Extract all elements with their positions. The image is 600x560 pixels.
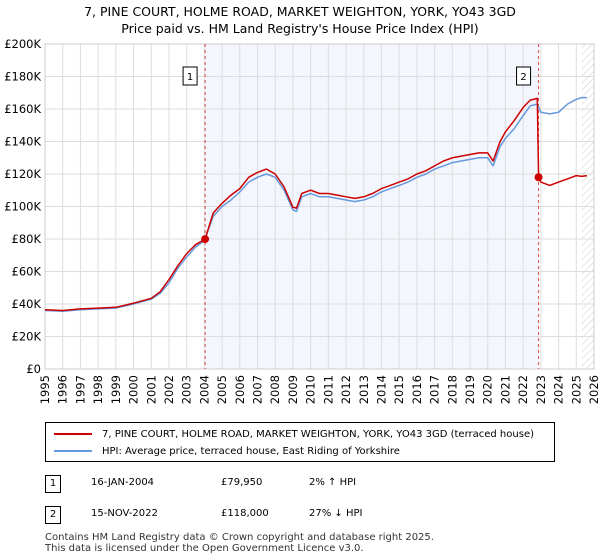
x-tick-label: 2024: [552, 375, 566, 404]
x-tick-label: 2017: [428, 375, 442, 404]
x-tick-label: 2022: [516, 375, 530, 404]
x-tick-label: 2012: [339, 375, 353, 404]
x-tick-label: 2015: [392, 375, 406, 404]
x-tick-label: 2019: [463, 375, 477, 404]
sale-label-text: 1: [187, 72, 193, 83]
x-tick-label: 2009: [286, 375, 300, 404]
x-tick-label: 2021: [498, 375, 512, 404]
price-paid-series-line: [44, 97, 588, 312]
footer-copyright: Contains HM Land Registry data © Crown c…: [45, 532, 434, 543]
x-tick-label: 2006: [233, 375, 247, 404]
y-tick-label: £160K: [4, 102, 41, 116]
x-tick-label: 1999: [109, 375, 123, 404]
sale-price: £79,950: [221, 477, 263, 488]
x-tick-label: 2013: [357, 375, 371, 404]
x-tick-label: 2011: [321, 375, 335, 404]
legend-label-price: 7, PINE COURT, HOLME ROAD, MARKET WEIGHT…: [102, 428, 534, 440]
x-tick-label: 2001: [144, 375, 158, 404]
x-tick-label: 2007: [251, 375, 265, 404]
legend-item-price: 7, PINE COURT, HOLME ROAD, MARKET WEIGHT…: [54, 427, 534, 441]
y-tick-label: £60K: [12, 265, 42, 279]
x-tick-label: 1995: [38, 375, 52, 404]
legend-label-hpi: HPI: Average price, terraced house, East…: [102, 445, 400, 457]
x-tick-label: 2020: [481, 375, 495, 404]
x-tick-label: 2005: [215, 375, 229, 404]
sale-label-box: [182, 66, 198, 86]
legend-swatch-price: [54, 433, 92, 435]
y-tick-label: £40K: [12, 297, 42, 311]
legend-swatch-hpi: [54, 450, 92, 452]
sale-hpi-comparison: 2% ↑ HPI: [309, 477, 357, 488]
chart-subtitle: Price paid vs. HM Land Registry's House …: [121, 21, 479, 36]
x-tick-label: 2023: [534, 375, 548, 404]
legend: 7, PINE COURT, HOLME ROAD, MARKET WEIGHT…: [45, 422, 555, 462]
x-tick-label: 1998: [91, 375, 105, 404]
sale-price: £118,000: [221, 508, 269, 519]
y-tick-label: £200K: [4, 37, 41, 51]
sale-number-badge: 1: [45, 475, 61, 493]
plot-border: [44, 43, 595, 370]
sale-hpi-comparison: 27% ↓ HPI: [309, 508, 363, 519]
x-tick-label: 2026: [587, 375, 600, 404]
y-tick-label: £140K: [4, 135, 41, 149]
sale-label-text: 2: [520, 72, 526, 83]
x-tick-label: 2002: [162, 375, 176, 404]
sale-point: [201, 235, 210, 244]
x-tick-label: 2000: [127, 375, 141, 404]
x-tick-label: 2018: [445, 375, 459, 404]
x-tick-label: 1996: [56, 375, 70, 404]
sale-date: 15-NOV-2022: [91, 508, 158, 519]
y-tick-label: £180K: [4, 70, 41, 84]
x-tick-label: 2010: [304, 375, 318, 404]
price-chart: £0 £20K £40K £60K £80K £100K £120K £140K £160K £1…: [4, 37, 600, 404]
x-tick-label: 2008: [268, 375, 282, 404]
sale-number-badge: 2: [45, 506, 61, 524]
x-tick-label: 2003: [180, 375, 194, 404]
y-tick-label: £80K: [12, 232, 42, 246]
y-tick-label: £100K: [4, 200, 41, 214]
y-tick-label: £20K: [12, 330, 42, 344]
legend-item-hpi: HPI: Average price, terraced house, East…: [54, 444, 400, 458]
sale-point: [534, 173, 543, 182]
footer-licence: This data is licensed under the Open Gov…: [45, 543, 364, 554]
x-tick-label: 2014: [374, 375, 388, 404]
x-tick-label: 1997: [73, 375, 87, 404]
y-tick-label: £0: [26, 362, 41, 376]
hpi-series-line: [44, 96, 587, 313]
y-tick-label: £120K: [4, 167, 41, 181]
x-tick-label: 2016: [410, 375, 424, 404]
x-tick-label: 2025: [569, 375, 583, 404]
sale-row: 1 16-JAN-2004 £79,950 2% ↑ HPI: [45, 475, 445, 493]
sale-date: 16-JAN-2004: [91, 477, 155, 488]
sale-row: 2 15-NOV-2022 £118,000 27% ↓ HPI: [45, 506, 445, 524]
sale-label-box: [516, 66, 532, 86]
x-tick-label: 2004: [197, 375, 211, 404]
chart-title: 7, PINE COURT, HOLME ROAD, MARKET WEIGHT…: [84, 4, 516, 19]
